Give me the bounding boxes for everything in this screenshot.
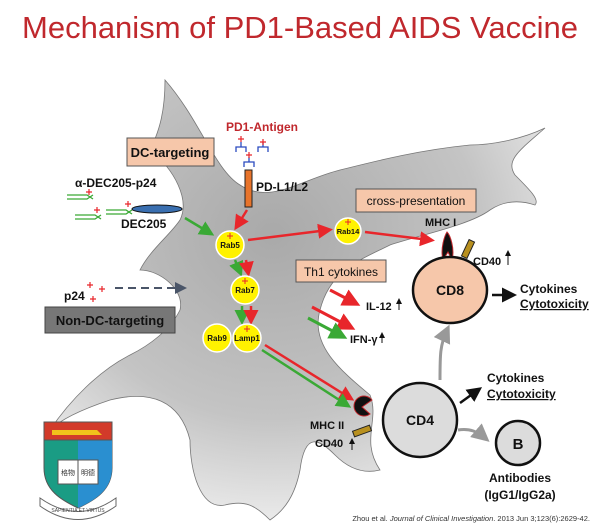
rab5-node: Rab5	[215, 230, 245, 260]
il12-label: IL-12	[366, 301, 392, 313]
svg-text:Rab7: Rab7	[235, 286, 255, 295]
title: Mechanism of PD1-Based AIDS Vaccine	[22, 10, 578, 45]
cd4-cell	[381, 381, 459, 459]
arrow-pdl1-rab5	[234, 209, 249, 231]
adec205-label: α-DEC205-p24	[75, 176, 157, 190]
cd40-top-label: CD40	[473, 256, 501, 268]
mhc2-label: MHC II	[310, 420, 344, 432]
dec205-label: DEC205	[121, 217, 167, 231]
cd8-label: CD8	[436, 282, 464, 298]
cd40-molecule-bottom	[351, 424, 373, 438]
cross-presentation-label: cross-presentation	[367, 194, 466, 208]
cd4-cytotoxicity: Cytotoxicity	[487, 387, 556, 401]
svg-text:明德: 明德	[81, 468, 95, 477]
dc-targeting-box	[126, 137, 215, 167]
dec205-receptor	[131, 204, 183, 214]
svg-text:Rab9: Rab9	[207, 334, 227, 343]
cd8-cell	[411, 255, 489, 325]
rab9-node: Rab9	[202, 323, 232, 353]
cd4-label: CD4	[406, 412, 434, 428]
arrow-rab5-rab14	[247, 223, 333, 242]
svg-text:格物: 格物	[61, 468, 75, 477]
arrow-cd4-output	[459, 387, 483, 405]
th1-cytokines-label: Th1 cytokines	[304, 265, 378, 279]
ifng-label: IFN-γ	[350, 334, 378, 346]
pd1-antigen-label: PD1-Antigen	[226, 120, 298, 134]
citation: Zhou et al. Journal of Clinical Investig…	[352, 514, 590, 523]
cd8-cytokines: Cytokines	[520, 282, 578, 296]
svg-text:Rab5: Rab5	[220, 241, 240, 250]
svg-text:Lamp1: Lamp1	[234, 334, 260, 343]
th1-cytokines-box	[295, 259, 387, 283]
arrow-dec205-rab5	[184, 216, 215, 236]
arrow-rab14-mhc1	[364, 230, 435, 247]
arrow-cd4-b	[457, 423, 490, 442]
arrow-ifng-green	[307, 316, 348, 339]
cd4-cytokines: Cytokines	[487, 371, 545, 385]
antibody-antigen-marks	[86, 189, 131, 213]
rab14-node: Rab14	[334, 217, 362, 245]
igg-label: (IgG1/IgG2a)	[484, 488, 555, 502]
non-dc-targeting-box	[44, 306, 176, 334]
antibody-icons	[67, 194, 133, 220]
p24-label: p24	[64, 289, 85, 303]
antigen-marks	[238, 136, 266, 158]
b-cell	[494, 419, 542, 467]
mhc1-label: MHC I	[425, 217, 456, 229]
arrow-il12	[329, 288, 361, 306]
cd8-cytotoxicity: Cytotoxicity	[520, 297, 589, 311]
dc-targeting-label: DC-targeting	[131, 145, 210, 160]
pd-l1-label: PD-L1/L2	[256, 180, 308, 194]
pd-l1-receptor	[244, 169, 253, 208]
rab7-node: Rab7	[230, 275, 260, 305]
svg-text:SAPIENTIA ET VIRTUS: SAPIENTIA ET VIRTUS	[51, 508, 105, 514]
mhc2-molecule	[353, 395, 373, 417]
university-crest-logo: 格物 明德 SAPIENTIA ET VIRTUS	[39, 421, 117, 520]
arrow-cd4-cd8	[433, 324, 451, 381]
p24-marks	[87, 282, 105, 302]
svg-text:Rab14: Rab14	[337, 227, 360, 236]
cd40-molecule-top	[460, 238, 476, 260]
cross-presentation-box	[355, 188, 477, 213]
antibodies-label: Antibodies	[489, 471, 551, 485]
non-dc-targeting-label: Non-DC-targeting	[56, 313, 164, 328]
arrow-lamp1-mhc2-red	[264, 343, 355, 401]
lamp1-node: Lamp1	[232, 323, 262, 353]
arrow-rab5-rab7-red	[238, 259, 254, 277]
arrow-lamp1-mhc2-green	[261, 348, 352, 408]
cd40-bottom-label: CD40	[315, 438, 343, 450]
b-label: B	[513, 436, 524, 453]
